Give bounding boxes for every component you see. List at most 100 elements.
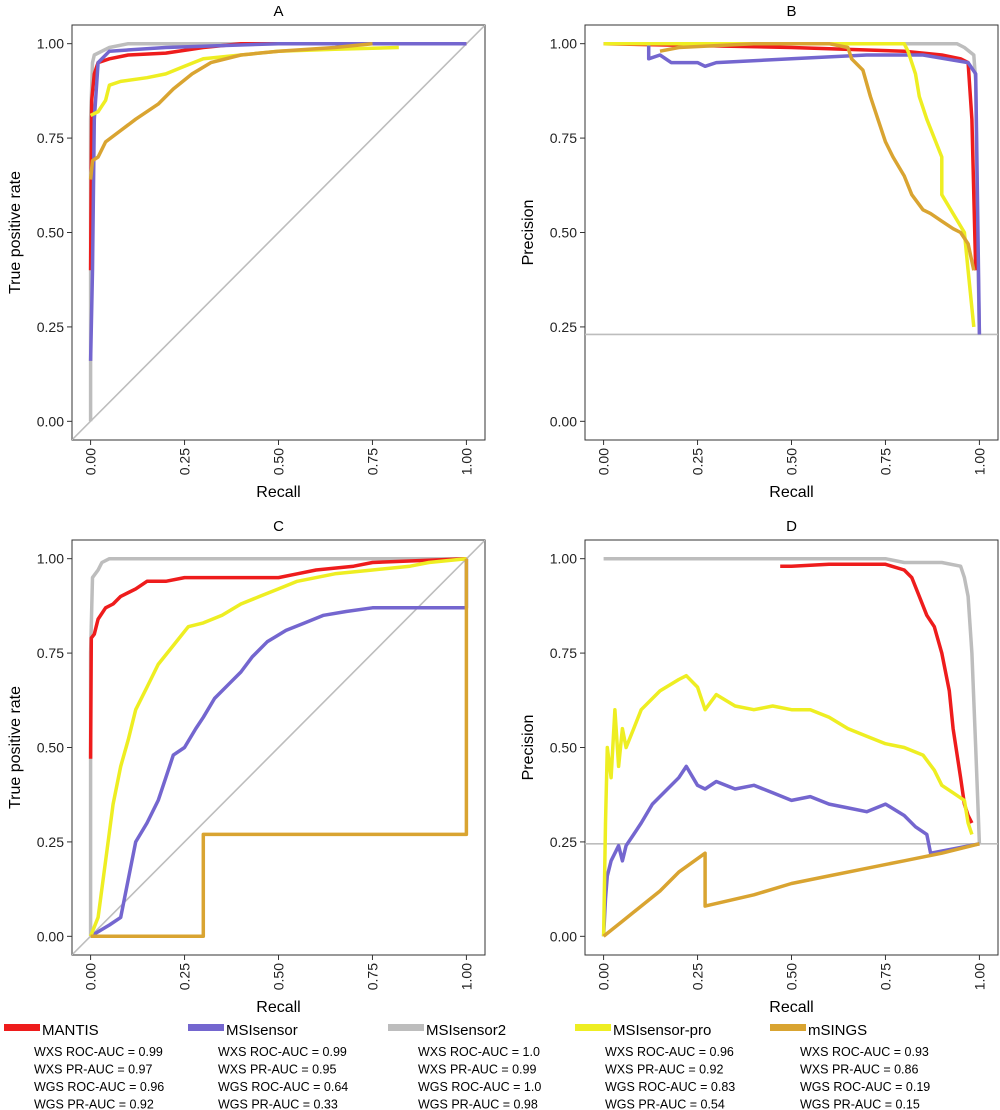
y-tick-label: 0.75 [37, 645, 64, 661]
legend-swatch [188, 1024, 224, 1031]
legend-auc-line: WGS ROC-AUC = 0.83 [605, 1080, 735, 1094]
y-tick-label: 0.75 [550, 130, 577, 146]
legend-auc-line: WGS ROC-AUC = 1.0 [418, 1080, 541, 1094]
legend-swatch [4, 1024, 40, 1031]
y-tick-label: 0.00 [550, 413, 577, 429]
y-tick-label: 0.75 [550, 645, 577, 661]
legend-auc-line: WXS PR-AUC = 0.99 [418, 1063, 536, 1077]
y-tick-label: 0.50 [37, 740, 64, 756]
series-line-mantis [88, 556, 467, 759]
y-tick-label: 1.00 [37, 36, 64, 52]
y-axis-label: Precision [520, 715, 537, 781]
y-tick-label: 0.00 [37, 928, 64, 944]
legend-auc-line: WXS ROC-AUC = 1.0 [418, 1045, 540, 1059]
legend-auc-line: WGS PR-AUC = 0.15 [800, 1098, 920, 1110]
y-tick-label: 1.00 [550, 36, 577, 52]
series-line-msings [90, 558, 469, 939]
x-axis-label: Recall [256, 484, 300, 501]
panel-a: A 0.00 0.25 0.50 0.75 1.00 0.00 0.25 0.50 0.75 1.0… [7, 3, 486, 501]
legend-auc-line: WXS ROC-AUC = 0.99 [218, 1045, 347, 1059]
series-line-msisensor [89, 558, 469, 938]
panel-c: C 0.00 0.25 0.50 0.75 1.00 0.00 0.25 0.50 0.75 1.0… [7, 518, 486, 1016]
legend-swatch [388, 1024, 424, 1031]
reference-diagonal [72, 540, 485, 955]
y-tick-label: 0.50 [37, 225, 64, 241]
x-tick-label: 0.25 [177, 963, 193, 990]
y-tick-label: 0.25 [37, 319, 64, 335]
legend-label: MANTIS [42, 1022, 99, 1039]
legend-item-msisensor2: MSIsensor2 WXS ROC-AUC = 1.0 WXS PR-AUC = … [388, 1022, 541, 1110]
y-tick-label: 0.50 [550, 740, 577, 756]
x-tick-label: 1.00 [971, 448, 987, 475]
series-line-msisensor-pro [88, 556, 467, 937]
reference-diagonal [72, 25, 485, 440]
legend-item-mantis: MANTIS WXS ROC-AUC = 0.99 WXS PR-AUC = 0.9… [4, 1022, 164, 1110]
series-line-msisensor-pro [603, 41, 976, 328]
legend-label: MSIsensor-pro [613, 1022, 711, 1039]
x-tick-label: 0.75 [877, 963, 893, 990]
plot-content [585, 41, 998, 336]
legend-label: MSIsensor2 [426, 1022, 506, 1039]
series-line-msisensor [88, 41, 467, 361]
legend-swatch [575, 1024, 611, 1031]
x-axis-label: Recall [256, 999, 300, 1016]
legend-auc-line: WGS PR-AUC = 0.92 [34, 1098, 154, 1110]
y-tick-label: 0.50 [550, 225, 577, 241]
y-tick-label: 1.00 [37, 551, 64, 567]
y-tick-label: 0.75 [37, 130, 64, 146]
legend-auc-line: WXS ROC-AUC = 0.96 [605, 1045, 734, 1059]
x-tick-label: 0.75 [364, 448, 380, 475]
legend: MANTIS WXS ROC-AUC = 0.99 WXS PR-AUC = 0.9… [4, 1022, 930, 1110]
x-tick-label: 0.00 [83, 963, 99, 990]
y-axis-label: True positive rate [7, 171, 24, 294]
legend-label: MSIsensor [226, 1022, 298, 1039]
x-axis-label: Recall [769, 999, 813, 1016]
legend-auc-line: WXS PR-AUC = 0.86 [800, 1063, 918, 1077]
y-tick-label: 1.00 [550, 551, 577, 567]
x-tick-label: 0.75 [364, 963, 380, 990]
panel-b: B 0.00 0.25 0.50 0.75 1.00 0.00 0.25 0.50 0.75 1.0… [520, 3, 999, 501]
y-axis-label: True positive rate [7, 686, 24, 809]
legend-swatch [770, 1024, 806, 1031]
series-line-msings [659, 41, 976, 271]
legend-auc-line: WXS PR-AUC = 0.97 [34, 1063, 152, 1077]
series-line-msisensor2 [603, 556, 982, 844]
chart-title: D [786, 518, 797, 535]
legend-auc-line: WGS ROC-AUC = 0.96 [34, 1080, 164, 1094]
y-tick-label: 0.25 [37, 834, 64, 850]
x-tick-label: 0.75 [877, 448, 893, 475]
x-tick-label: 1.00 [458, 963, 474, 990]
plot-content [72, 540, 485, 955]
chart-title: B [786, 3, 796, 20]
legend-item-msings: mSINGS WXS ROC-AUC = 0.93 WXS PR-AUC = 0.8… [770, 1022, 930, 1110]
x-tick-label: 0.50 [271, 448, 287, 475]
x-tick-label: 0.25 [690, 963, 706, 990]
legend-auc-line: WGS ROC-AUC = 0.64 [218, 1080, 348, 1094]
x-tick-label: 0.50 [784, 963, 800, 990]
plot-area [584, 539, 999, 956]
legend-auc-line: WGS PR-AUC = 0.98 [418, 1098, 538, 1110]
x-tick-label: 0.50 [784, 448, 800, 475]
series-line-msisensor-pro [601, 673, 974, 937]
legend-auc-line: WXS PR-AUC = 0.95 [218, 1063, 336, 1077]
legend-auc-line: WGS PR-AUC = 0.54 [605, 1098, 725, 1110]
y-tick-label: 0.25 [550, 834, 577, 850]
plot-content [585, 556, 998, 938]
x-tick-label: 1.00 [971, 963, 987, 990]
x-tick-label: 0.25 [690, 448, 706, 475]
legend-auc-line: WGS PR-AUC = 0.33 [218, 1098, 338, 1110]
chart-title: C [273, 518, 284, 535]
series-line-msisensor [601, 764, 980, 937]
legend-auc-line: WXS PR-AUC = 0.92 [605, 1063, 723, 1077]
legend-label: mSINGS [808, 1022, 867, 1039]
legend-auc-line: WXS ROC-AUC = 0.99 [34, 1045, 163, 1059]
panel-d: D 0.00 0.25 0.50 0.75 1.00 0.00 0.25 0.50 0.75 1.0… [520, 518, 999, 1016]
x-tick-label: 0.00 [596, 448, 612, 475]
plot-content [72, 25, 485, 440]
series-line-msings [88, 41, 373, 180]
x-tick-label: 0.00 [596, 963, 612, 990]
series-line-mantis [603, 41, 978, 271]
legend-item-msisensor-pro: MSIsensor-pro WXS ROC-AUC = 0.96 WXS PR-AU… [575, 1022, 735, 1110]
series-line-msings [602, 842, 980, 938]
